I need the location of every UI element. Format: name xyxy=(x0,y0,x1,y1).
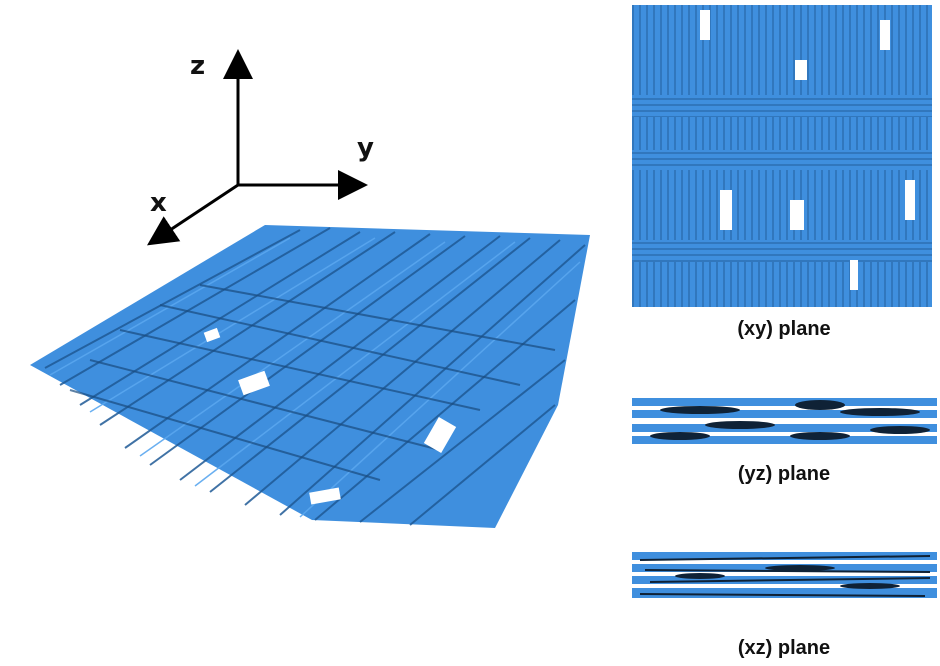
xz-plane-caption: (xz) plane xyxy=(737,637,831,659)
yz-plane-caption: (yz) plane xyxy=(737,463,831,485)
xy-plane-caption: (xy) plane xyxy=(737,318,831,340)
woven-fabric-3d xyxy=(30,225,590,528)
yz-plane-view xyxy=(632,398,937,444)
axis-triad xyxy=(146,49,368,246)
x-axis-arrow xyxy=(146,183,239,246)
xz-plane-view xyxy=(632,552,937,598)
xy-plane-view xyxy=(632,5,932,307)
x-axis-label: x xyxy=(150,188,167,218)
y-axis-label: y xyxy=(357,133,374,163)
z-axis-label: z xyxy=(190,51,206,81)
